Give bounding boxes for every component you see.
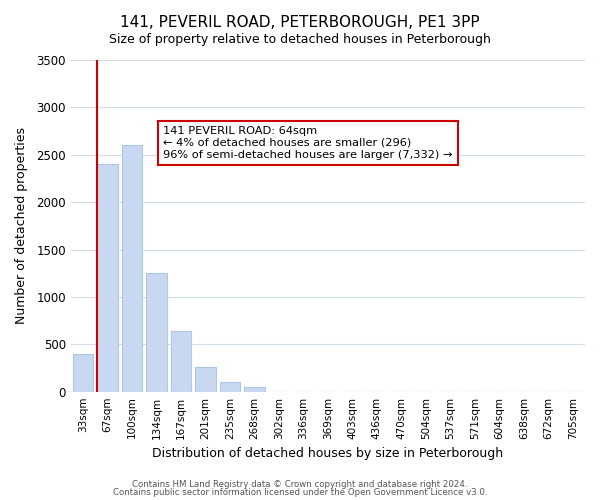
Bar <box>122 146 142 392</box>
X-axis label: Distribution of detached houses by size in Peterborough: Distribution of detached houses by size … <box>152 447 503 460</box>
Bar <box>195 367 216 392</box>
Bar <box>146 273 167 392</box>
Bar <box>97 164 118 392</box>
Y-axis label: Number of detached properties: Number of detached properties <box>15 128 28 324</box>
Bar <box>220 382 241 392</box>
Bar <box>73 354 94 392</box>
Text: Contains HM Land Registry data © Crown copyright and database right 2024.: Contains HM Land Registry data © Crown c… <box>132 480 468 489</box>
Text: Contains public sector information licensed under the Open Government Licence v3: Contains public sector information licen… <box>113 488 487 497</box>
Text: Size of property relative to detached houses in Peterborough: Size of property relative to detached ho… <box>109 32 491 46</box>
Bar <box>170 331 191 392</box>
Text: 141, PEVERIL ROAD, PETERBOROUGH, PE1 3PP: 141, PEVERIL ROAD, PETERBOROUGH, PE1 3PP <box>120 15 480 30</box>
Text: 141 PEVERIL ROAD: 64sqm
← 4% of detached houses are smaller (296)
96% of semi-de: 141 PEVERIL ROAD: 64sqm ← 4% of detached… <box>163 126 453 160</box>
Bar <box>244 387 265 392</box>
